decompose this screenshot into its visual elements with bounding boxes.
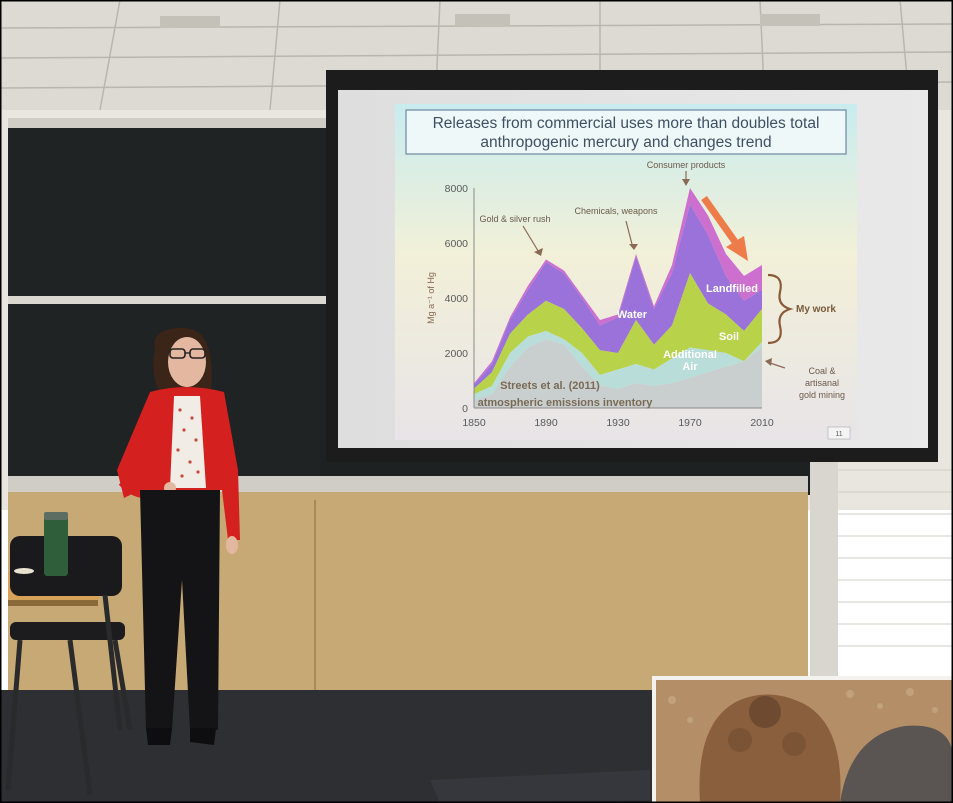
label-air: Air [682,361,698,373]
slide-title-line2: anthropogenic mercury and changes trend [480,134,771,151]
x-tick-label: 1930 [606,417,630,429]
annotation-gold-silver: Gold & silver rush [479,214,550,224]
y-tick-label: 6000 [445,238,469,250]
y-tick-label: 8000 [445,183,469,195]
area-soil [474,273,762,395]
annotation-chemicals: Chemicals, weapons [574,206,658,216]
label-water: Water [617,309,648,321]
annotation-arrows [522,171,786,369]
label-soil: Soil [719,331,739,343]
brick-wall [835,469,953,647]
slide-number: 11 [835,431,842,438]
y-tick-label: 4000 [445,293,469,305]
trend-arrow [701,195,741,249]
arrow-heads [534,179,772,366]
label-landfilled: Landfilled [706,283,758,295]
ceiling-vent [455,14,510,26]
y-tick-label: 0 [462,403,468,415]
y-tick-labels: 0 2000 4000 6000 8000 [445,183,469,415]
blackboard-rail [8,296,328,304]
x-tick-label: 1850 [462,417,486,429]
mercury-area-chart: 0 2000 4000 6000 8000 1850 1890 1930 1970 2010 M… [426,160,845,429]
x-tick-label: 1970 [678,417,702,429]
x-tick-label: 2010 [750,417,774,429]
label-inventory: atmospheric emissions inventory [478,397,654,409]
annotation-consumer: Consumer products [647,160,726,170]
annotation-coal-1: Coal & [808,366,835,376]
label-my-work: My work [796,304,836,315]
wood-panel [8,492,808,692]
inset-photo [652,676,953,803]
slide-title-line1: Releases from commercial uses more than … [433,115,820,132]
presenter [117,327,240,745]
ceiling-vent [160,16,220,28]
annotation-coal-2: artisanal [805,378,839,388]
area-additional-air [474,331,762,400]
y-axis-label: Mg a⁻¹ of Hg [426,272,436,324]
area-atmospheric-emissions-inventory [474,339,762,408]
slide-number-box [827,426,851,440]
chart-areas [474,188,762,408]
x-tick-labels: 1850 1890 1930 1970 2010 [462,417,774,429]
annotation-coal-3: gold mining [799,390,845,400]
trend-arrow-head [726,236,748,261]
label-streets: Streets et al. (2011) [500,380,600,392]
water-tumbler [14,512,68,576]
label-additional: Additional [663,349,717,361]
wall-pillar [810,460,838,690]
ceiling-vent [760,14,820,26]
x-tick-label: 1890 [534,417,558,429]
blackboard-frame [8,118,333,128]
area-water [474,204,762,389]
my-work-brace [767,273,794,345]
y-tick-label: 2000 [445,348,469,360]
slide-title-box [405,109,847,155]
